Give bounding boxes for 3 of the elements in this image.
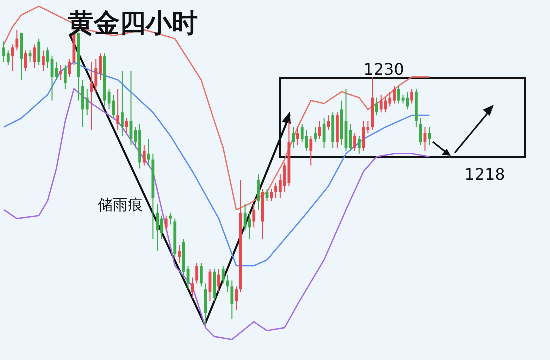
annotation: 1218: [464, 165, 506, 184]
annotation: 储雨痕: [98, 196, 143, 214]
annotation: 1230: [364, 60, 404, 79]
